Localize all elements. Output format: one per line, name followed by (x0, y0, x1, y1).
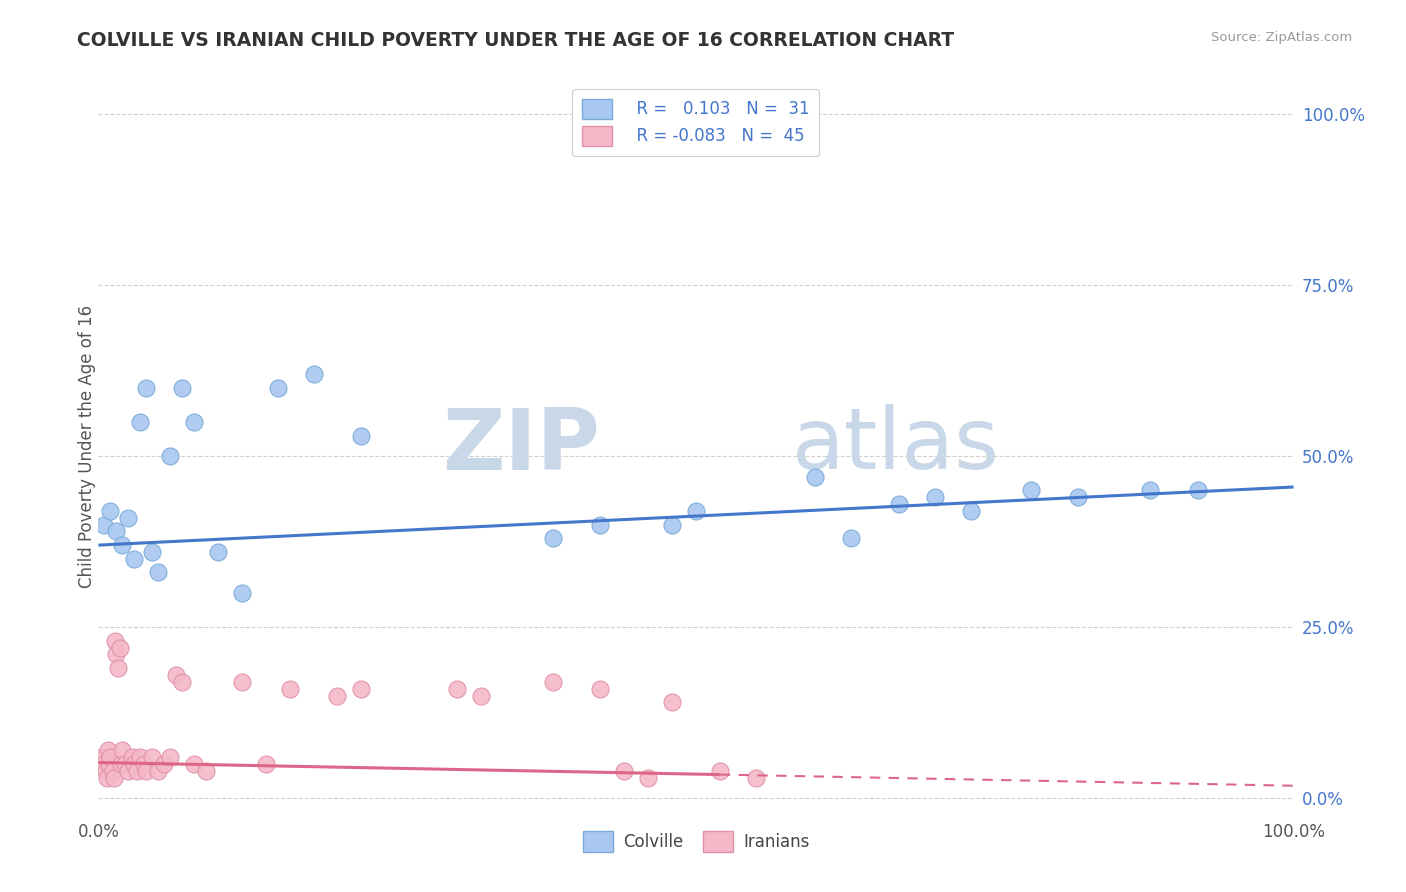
Point (148, 566, 170, 580)
Point (302, 368, 325, 382)
Point (93, 517, 115, 532)
Point (135, 764, 157, 778)
Point (613, 764, 636, 778)
Point (159, 750, 181, 764)
Point (129, 415, 152, 429)
Point (1019, 483, 1042, 498)
Point (108, 640, 131, 655)
Point (589, 517, 612, 532)
Point (231, 674, 253, 689)
Point (195, 764, 218, 778)
Y-axis label: Child Poverty Under the Age of 16: Child Poverty Under the Age of 16 (79, 304, 96, 588)
Point (111, 538, 134, 552)
Point (804, 469, 827, 483)
Point (117, 764, 139, 778)
Point (231, 586, 253, 600)
Point (141, 750, 163, 764)
Point (96, 771, 118, 785)
Point (124, 551, 146, 566)
Text: COLVILLE VS IRANIAN CHILD POVERTY UNDER THE AGE OF 16 CORRELATION CHART: COLVILLE VS IRANIAN CHILD POVERTY UNDER … (77, 31, 955, 50)
Point (685, 504, 707, 518)
Text: atlas: atlas (792, 404, 1000, 488)
Point (159, 449, 181, 463)
Point (350, 681, 373, 696)
Point (1139, 483, 1161, 498)
Point (105, 524, 128, 539)
Point (709, 764, 731, 778)
Point (97, 743, 120, 757)
Point (98, 756, 121, 771)
Point (589, 681, 612, 696)
Point (960, 504, 983, 518)
Point (183, 415, 205, 429)
Point (141, 545, 163, 559)
Point (637, 771, 659, 785)
Point (1067, 490, 1090, 504)
Point (350, 429, 373, 443)
Point (924, 490, 946, 504)
Point (889, 497, 911, 511)
Point (121, 750, 143, 764)
Point (93, 756, 115, 771)
Point (446, 681, 468, 696)
Point (172, 381, 194, 395)
Point (326, 689, 349, 703)
Point (183, 756, 205, 771)
Point (470, 689, 492, 703)
Point (165, 668, 187, 682)
Point (104, 633, 127, 648)
Point (148, 764, 170, 778)
Point (841, 531, 863, 545)
Point (91, 750, 114, 764)
Point (105, 648, 128, 662)
Point (541, 674, 564, 689)
Point (111, 743, 134, 757)
Point (114, 756, 136, 771)
Point (135, 381, 157, 395)
Point (1187, 483, 1209, 498)
Point (129, 750, 152, 764)
Legend: Colville, Iranians: Colville, Iranians (576, 824, 815, 858)
Point (103, 771, 125, 785)
Point (98, 504, 122, 518)
Point (153, 756, 176, 771)
Point (94, 764, 117, 778)
Point (107, 661, 129, 675)
Point (267, 381, 290, 395)
Text: Source: ZipAtlas.com: Source: ZipAtlas.com (1212, 31, 1353, 45)
Point (125, 764, 148, 778)
Point (278, 681, 301, 696)
Point (132, 756, 155, 771)
Point (745, 771, 768, 785)
Point (661, 695, 683, 709)
Point (117, 510, 139, 524)
Point (661, 517, 683, 532)
Text: ZIP: ZIP (443, 404, 600, 488)
Point (110, 756, 132, 771)
Point (254, 756, 277, 771)
Point (172, 674, 194, 689)
Point (101, 764, 124, 778)
Point (124, 756, 146, 771)
Point (207, 545, 229, 559)
Point (98, 750, 122, 764)
Point (541, 531, 564, 545)
